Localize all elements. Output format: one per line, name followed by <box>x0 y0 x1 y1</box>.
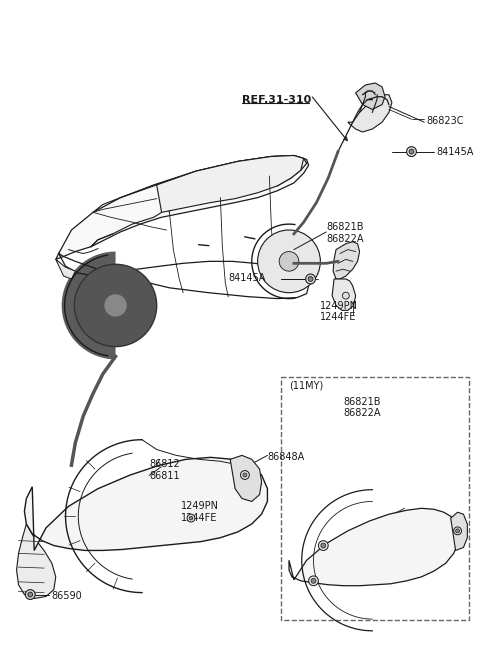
Text: 84145A: 84145A <box>228 273 265 283</box>
Text: 86848A: 86848A <box>267 453 305 462</box>
Circle shape <box>258 230 320 293</box>
Circle shape <box>454 527 461 534</box>
Polygon shape <box>230 455 262 502</box>
Circle shape <box>456 529 459 533</box>
Circle shape <box>409 149 414 154</box>
Polygon shape <box>333 242 360 279</box>
Circle shape <box>74 264 156 346</box>
Text: 1249PN
1244FE: 1249PN 1244FE <box>181 502 219 523</box>
Polygon shape <box>56 259 75 279</box>
Circle shape <box>243 473 247 477</box>
Polygon shape <box>332 279 356 310</box>
Circle shape <box>279 252 299 271</box>
Circle shape <box>309 576 318 586</box>
Text: (11MY): (11MY) <box>289 381 323 391</box>
Circle shape <box>104 293 127 317</box>
Circle shape <box>311 578 316 584</box>
Polygon shape <box>16 524 56 599</box>
Circle shape <box>28 592 33 597</box>
Text: 86823C: 86823C <box>426 117 464 126</box>
Circle shape <box>321 543 326 548</box>
Polygon shape <box>289 508 459 586</box>
Polygon shape <box>24 457 267 550</box>
Circle shape <box>187 514 195 522</box>
Circle shape <box>407 147 416 157</box>
Text: 86821B
86822A: 86821B 86822A <box>326 222 364 244</box>
Text: 86821B
86822A: 86821B 86822A <box>343 396 380 418</box>
Text: 1249PN
1244FE: 1249PN 1244FE <box>320 301 359 322</box>
Polygon shape <box>451 512 468 550</box>
Circle shape <box>342 292 349 299</box>
Circle shape <box>240 470 249 479</box>
Polygon shape <box>356 83 385 109</box>
Text: 86590: 86590 <box>52 591 83 601</box>
Circle shape <box>308 276 313 282</box>
Polygon shape <box>348 95 392 132</box>
Polygon shape <box>156 155 304 212</box>
Circle shape <box>306 274 315 284</box>
Text: 86812
86811: 86812 86811 <box>150 459 180 481</box>
Circle shape <box>25 590 35 599</box>
Circle shape <box>189 516 193 520</box>
Polygon shape <box>56 155 309 259</box>
Text: 84145A: 84145A <box>436 147 473 157</box>
Circle shape <box>318 540 328 550</box>
Text: REF.31-310: REF.31-310 <box>242 95 311 105</box>
Polygon shape <box>62 252 116 360</box>
Bar <box>281 377 469 620</box>
